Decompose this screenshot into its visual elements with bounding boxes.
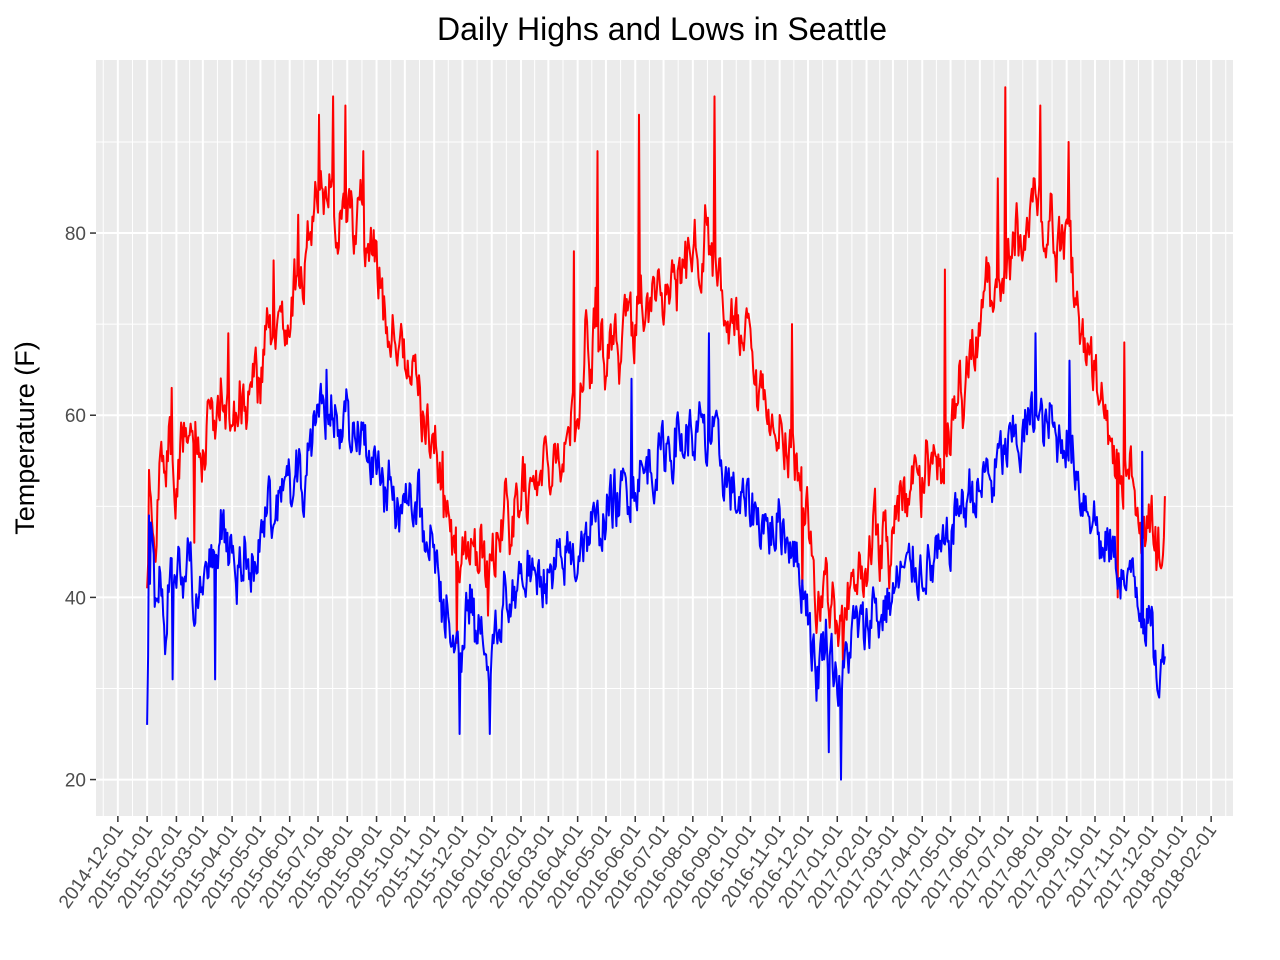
chart-title: Daily Highs and Lows in Seattle — [437, 11, 887, 47]
y-tick-label: 80 — [65, 224, 86, 245]
series-line-low — [146, 332, 1166, 781]
minor-gridlines — [96, 60, 1233, 816]
y-axis-label: Temperature (F) — [10, 341, 40, 535]
x-axis: 2014-12-012015-01-012015-02-012015-03-01… — [55, 816, 1221, 912]
series-line-high — [146, 86, 1166, 663]
y-tick-label: 60 — [65, 406, 86, 427]
series-layer — [146, 86, 1166, 781]
y-tick-label: 40 — [65, 588, 86, 609]
y-axis: 20 40 60 80 — [65, 224, 96, 792]
y-tick-label: 20 — [65, 771, 86, 792]
